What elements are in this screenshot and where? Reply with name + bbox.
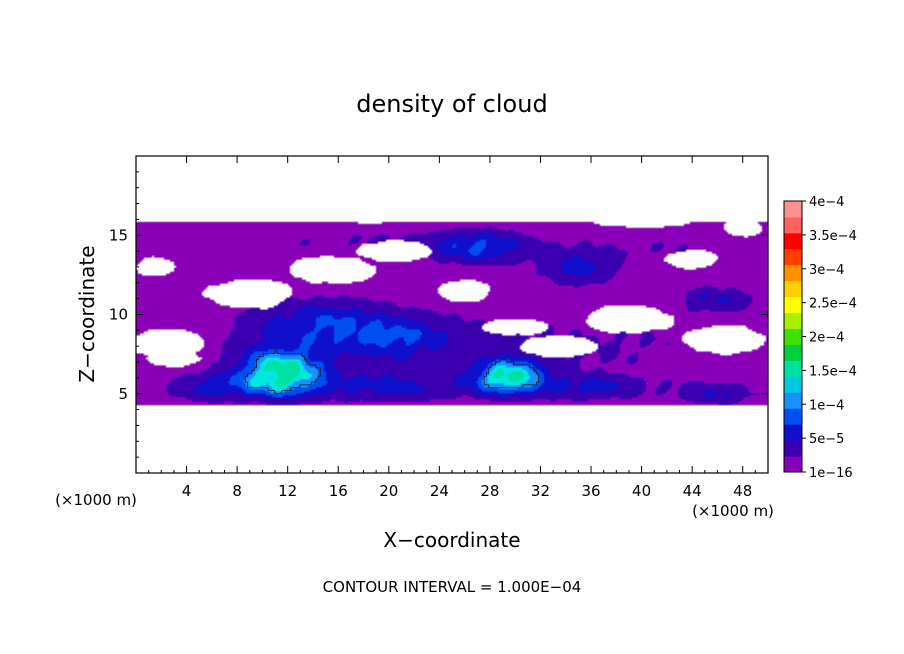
x-axis: 4 8 12 16 20 24 28 32 36 40 44 48 <box>148 156 756 500</box>
chart-title: density of cloud <box>356 90 547 118</box>
x-tick-label: 48 <box>733 482 752 500</box>
colorbar-swatch <box>784 296 802 314</box>
x-tick-label: 32 <box>531 482 550 500</box>
colorbar-swatch <box>784 392 802 409</box>
colorbar-label: 2e−4 <box>809 331 844 346</box>
x-tick-label: 12 <box>278 482 297 500</box>
colorbar-label: 5e−5 <box>809 432 844 447</box>
x-tick-label: 8 <box>232 482 242 500</box>
colorbar-label: 1e−4 <box>809 398 844 413</box>
y-tick-label: 5 <box>118 385 128 403</box>
x-axis-label: X−coordinate <box>383 528 520 552</box>
colorbar-label: 1e−16 <box>809 466 853 481</box>
x-axis-left-unit: (×1000 m) <box>55 491 137 509</box>
colorbar: 1e−16 5e−5 1e−4 1.5e−4 2e−4 2.5e−4 3e−4 3.5e−4 4… <box>783 195 857 481</box>
colorbar-label: 2.5e−4 <box>809 297 857 312</box>
colorbar-swatch <box>784 328 802 345</box>
contour-lines <box>244 350 540 394</box>
colorbar-swatch <box>784 408 802 425</box>
colorbar-swatch <box>784 456 802 473</box>
colorbar-swatch <box>784 216 802 234</box>
x-tick-label: 44 <box>683 482 702 500</box>
colorbar-swatch <box>784 440 802 457</box>
colorbar-swatch <box>784 201 802 218</box>
contour-interval-note: CONTOUR INTERVAL = 1.000E−04 <box>323 578 582 596</box>
plot-area <box>135 155 769 474</box>
x-tick-label: 4 <box>182 482 192 500</box>
y-tick-label: 15 <box>109 226 128 244</box>
x-tick-label: 36 <box>581 482 600 500</box>
colorbar-label: 4e−4 <box>809 195 844 210</box>
y-axis: 5 10 15 <box>109 171 768 458</box>
colorbar-swatch <box>784 232 802 250</box>
colorbar-swatch <box>784 264 802 282</box>
colorbar-label: 3e−4 <box>809 263 844 278</box>
colorbar-swatch <box>784 360 802 377</box>
y-axis-label: Z−coordinate <box>75 245 99 382</box>
colorbar-label: 3.5e−4 <box>809 229 857 244</box>
x-tick-label: 40 <box>632 482 651 500</box>
x-tick-label: 28 <box>480 482 499 500</box>
x-axis-right-unit: (×1000 m) <box>692 502 774 520</box>
x-tick-label: 24 <box>430 482 449 500</box>
density-field <box>136 156 768 473</box>
colorbar-swatch <box>784 344 802 361</box>
colorbar-swatch <box>784 248 802 266</box>
x-tick-label: 20 <box>379 482 398 500</box>
colorbar-swatch <box>784 376 802 393</box>
colorbar-label: 1.5e−4 <box>809 364 857 379</box>
colorbar-swatch <box>784 424 802 441</box>
x-tick-label: 16 <box>329 482 348 500</box>
colorbar-swatch <box>784 280 802 298</box>
y-tick-label: 10 <box>109 306 128 324</box>
colorbar-swatch <box>784 312 802 330</box>
